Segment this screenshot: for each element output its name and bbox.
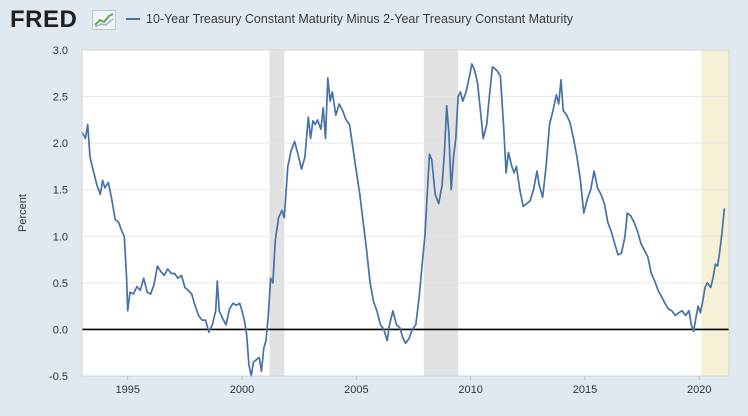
y-tick-label: 2.0 xyxy=(53,138,68,150)
x-tick-label: 2015 xyxy=(573,384,597,396)
x-tick-label: 2000 xyxy=(230,384,254,396)
chart-legend[interactable]: 10-Year Treasury Constant Maturity Minus… xyxy=(126,12,573,26)
x-tick-label: 2010 xyxy=(458,384,482,396)
recent-period-shade xyxy=(701,50,729,376)
plot-border xyxy=(81,49,730,377)
plot-background xyxy=(82,50,729,376)
x-tick-label: 2020 xyxy=(687,384,711,396)
y-axis-label: Percent xyxy=(17,194,29,232)
legend-series-label: 10-Year Treasury Constant Maturity Minus… xyxy=(146,12,574,26)
x-tick-label: 2005 xyxy=(344,384,368,396)
y-tick-label: 0.0 xyxy=(53,324,68,336)
line-graph-icon xyxy=(92,10,116,30)
legend-swatch xyxy=(126,18,140,20)
y-tick-label: 2.5 xyxy=(53,92,68,104)
chart-header: FRED 10-Year Treasury Constant Maturity … xyxy=(0,0,748,40)
y-tick-label: 1.0 xyxy=(53,231,68,243)
series-line[interactable] xyxy=(81,63,726,377)
recession-shade xyxy=(269,50,285,376)
y-tick-label: 3.0 xyxy=(53,45,68,57)
y-tick-label: 1.5 xyxy=(53,185,68,197)
y-tick-label: 0.5 xyxy=(53,278,68,290)
recession-shade xyxy=(423,50,459,376)
fred-logo[interactable]: FRED xyxy=(10,6,78,33)
y-tick-label: -0.5 xyxy=(49,371,68,383)
x-tick-label: 1995 xyxy=(115,384,139,396)
